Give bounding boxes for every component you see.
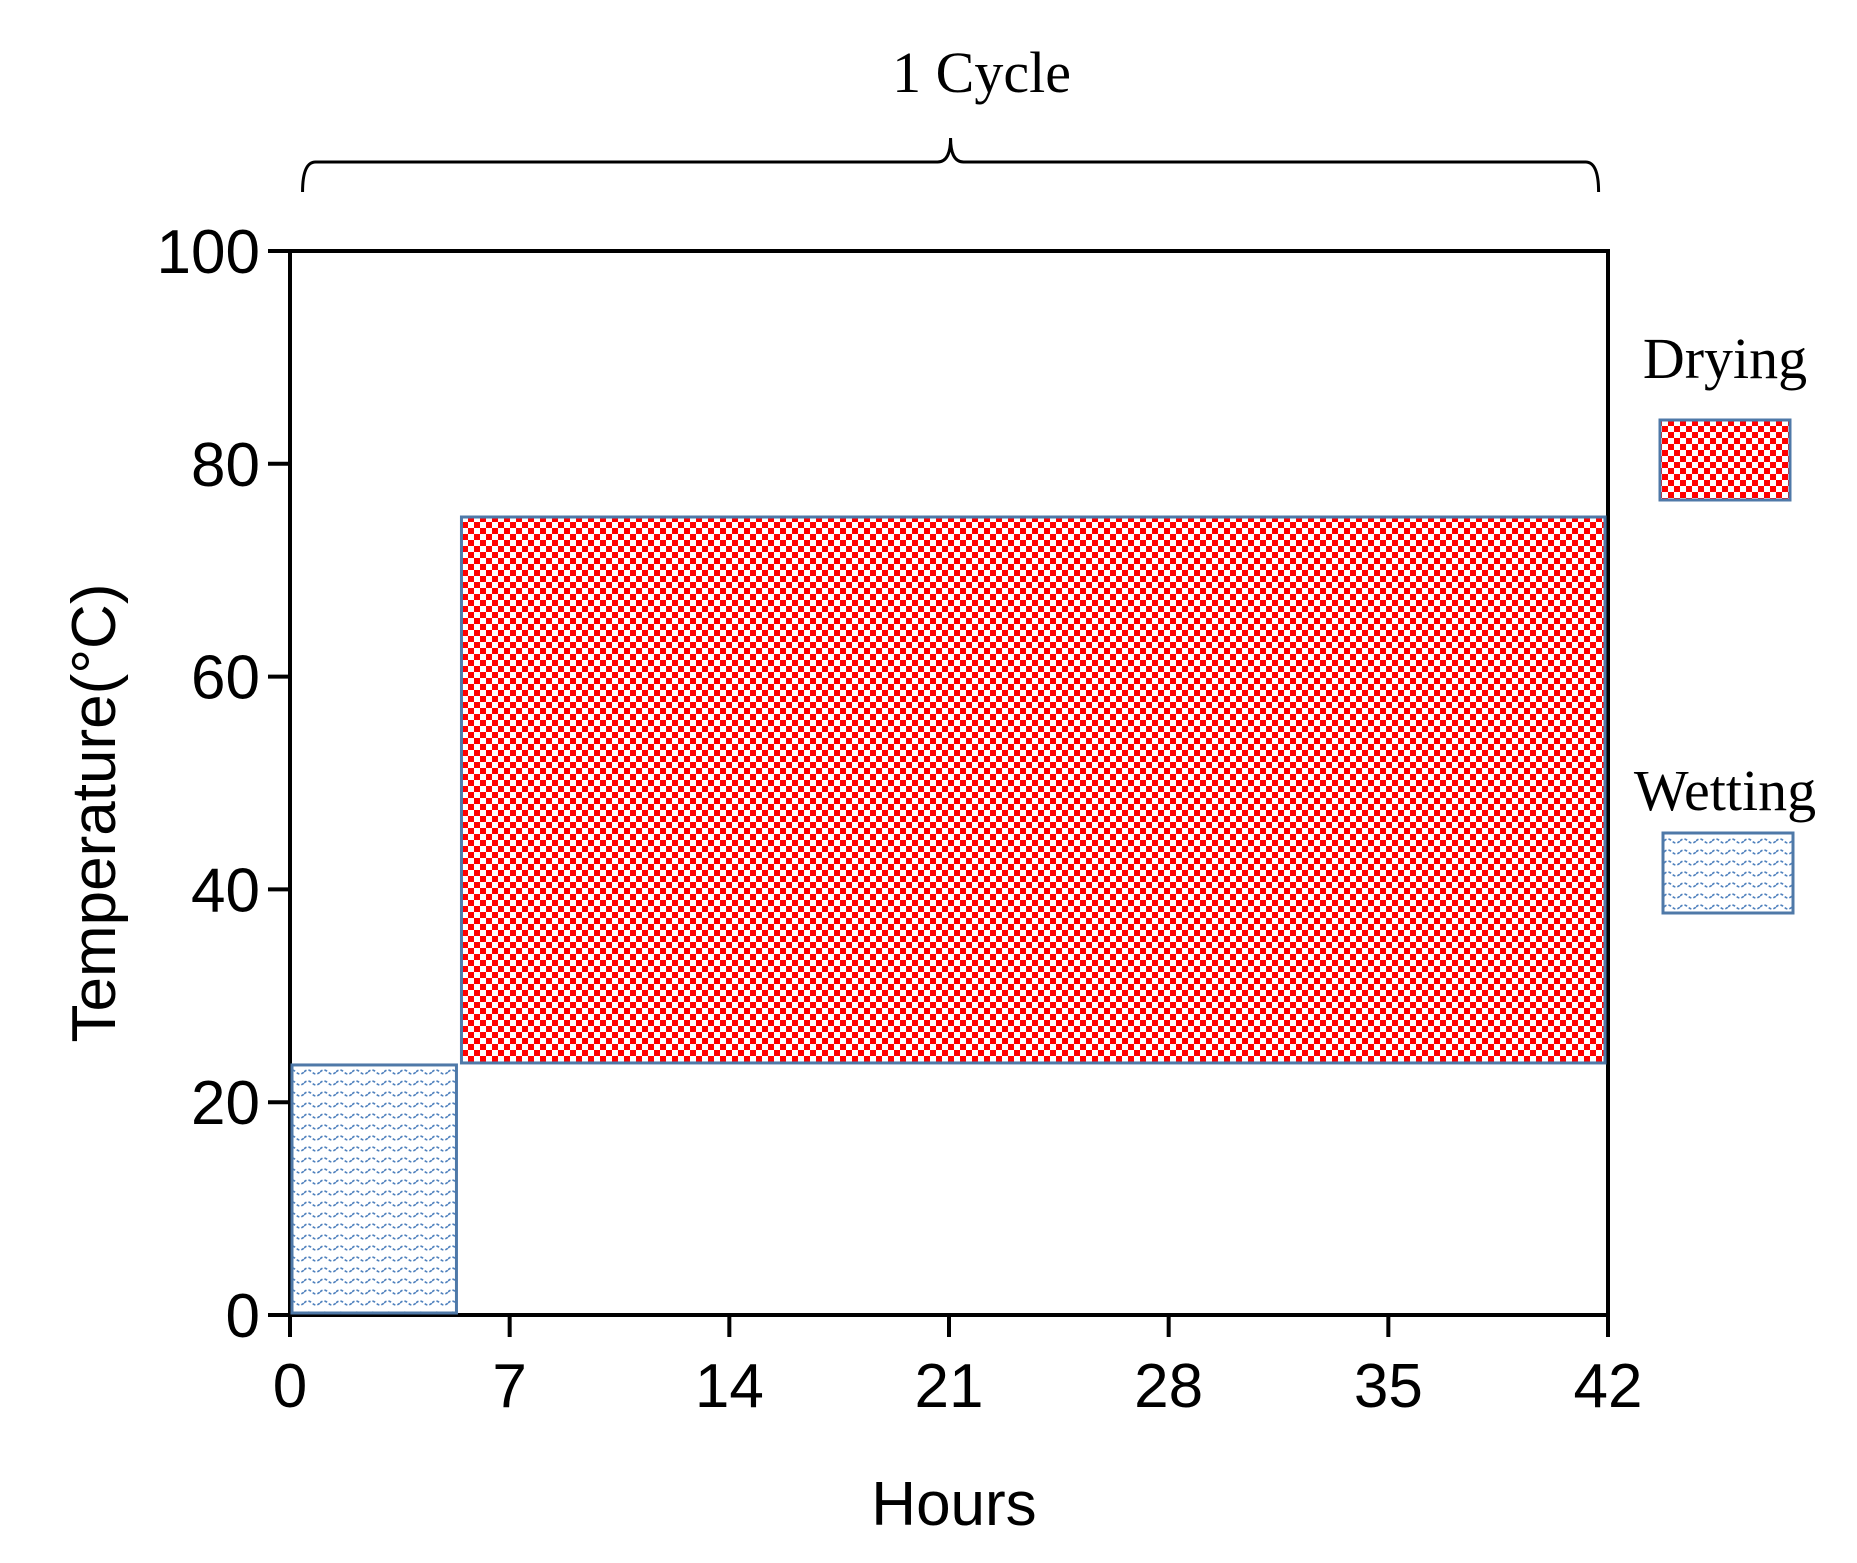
x-tick-label: 28 [1134, 1352, 1203, 1421]
y-axis-label: Temperature(°C) [60, 584, 129, 1043]
cycle-annotation: 1 Cycle [301, 40, 1601, 193]
y-tick-label: 60 [191, 644, 260, 713]
x-tick-label: 21 [915, 1352, 984, 1421]
x-tick-label: 35 [1354, 1352, 1423, 1421]
legend-label-wetting: Wetting [1634, 758, 1816, 823]
legend: Drying Wetting [1634, 326, 1816, 915]
x-tick-label: 0 [273, 1352, 307, 1421]
cycle-brace [301, 137, 1601, 193]
series-rects [290, 515, 1607, 1315]
x-axis-ticks: 0 7 14 21 28 35 42 [273, 1315, 1643, 1421]
legend-swatch-wetting [1661, 831, 1795, 915]
legend-label-drying: Drying [1643, 326, 1807, 391]
legend-swatch-drying [1658, 418, 1792, 502]
range-rect-drying [459, 515, 1607, 1065]
y-tick-label: 0 [226, 1282, 260, 1351]
y-tick-label: 80 [191, 431, 260, 500]
y-tick-label: 100 [157, 218, 260, 287]
x-axis-label: Hours [871, 1470, 1036, 1539]
range-rect-wetting [290, 1063, 458, 1315]
y-tick-label: 40 [191, 856, 260, 925]
x-tick-label: 14 [695, 1352, 764, 1421]
cycle-label: 1 Cycle [892, 40, 1071, 105]
x-tick-label: 7 [492, 1352, 526, 1421]
y-axis-ticks: 0 20 40 60 80 100 [157, 218, 290, 1351]
y-tick-label: 20 [191, 1069, 260, 1138]
x-tick-label: 42 [1574, 1352, 1643, 1421]
